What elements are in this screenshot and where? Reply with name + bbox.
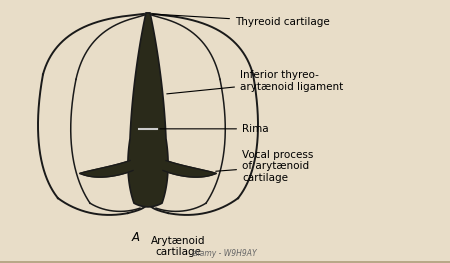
- Polygon shape: [163, 160, 216, 177]
- Text: Vocal process
of arytænoid
cartilage: Vocal process of arytænoid cartilage: [216, 150, 313, 183]
- Text: alamy - W9H9AY: alamy - W9H9AY: [193, 249, 257, 258]
- Text: Rima: Rima: [160, 124, 269, 134]
- Polygon shape: [128, 13, 168, 207]
- Text: Thyreoid cartilage: Thyreoid cartilage: [153, 14, 330, 27]
- Text: Arytænoid
cartilage: Arytænoid cartilage: [151, 236, 205, 257]
- Text: Inferior thyreo-
arytænoid ligament: Inferior thyreo- arytænoid ligament: [167, 70, 343, 94]
- Polygon shape: [80, 160, 133, 177]
- Text: A: A: [132, 231, 140, 244]
